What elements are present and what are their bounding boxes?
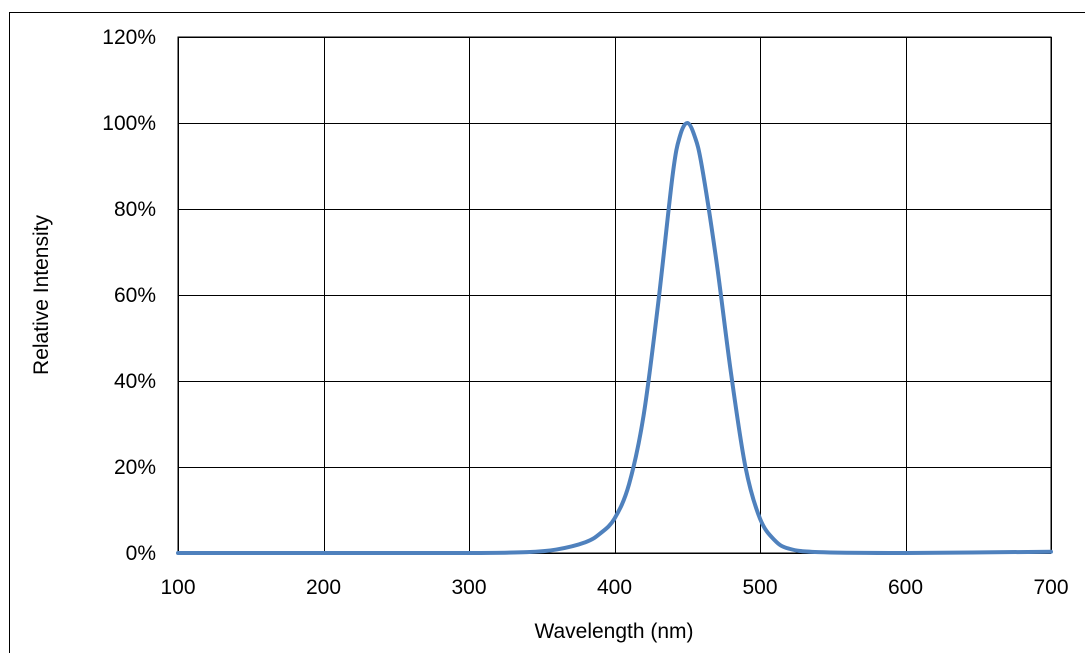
x-tick-label: 600	[888, 576, 923, 599]
series-line-0	[176, 121, 1053, 556]
x-axis-ticks: 100 200 300 400 500 600 700	[160, 576, 1068, 599]
x-tick-label: 700	[1033, 576, 1068, 599]
series-layer	[176, 121, 1053, 556]
x-tick-label: 100	[160, 576, 195, 599]
y-tick-label: 100%	[102, 112, 156, 135]
y-tick-label: 40%	[114, 370, 156, 393]
y-tick-label: 80%	[114, 198, 156, 221]
x-tick-label: 400	[597, 576, 632, 599]
x-tick-label: 500	[742, 576, 777, 599]
y-tick-label: 60%	[114, 284, 156, 307]
y-tick-label: 0%	[126, 542, 156, 565]
y-tick-label: 120%	[102, 26, 156, 49]
y-axis-ticks: 0% 20% 40% 60% 80% 100% 120%	[102, 26, 156, 565]
x-tick-label: 200	[306, 576, 341, 599]
chart-frame	[9, 12, 1085, 653]
y-axis-title: Relative Intensity	[30, 215, 53, 375]
x-axis-title: Wavelength (nm)	[534, 620, 693, 643]
y-tick-label: 20%	[114, 456, 156, 479]
plot-area-border	[177, 36, 1052, 554]
grid-lines	[178, 37, 1052, 554]
x-tick-label: 300	[451, 576, 486, 599]
